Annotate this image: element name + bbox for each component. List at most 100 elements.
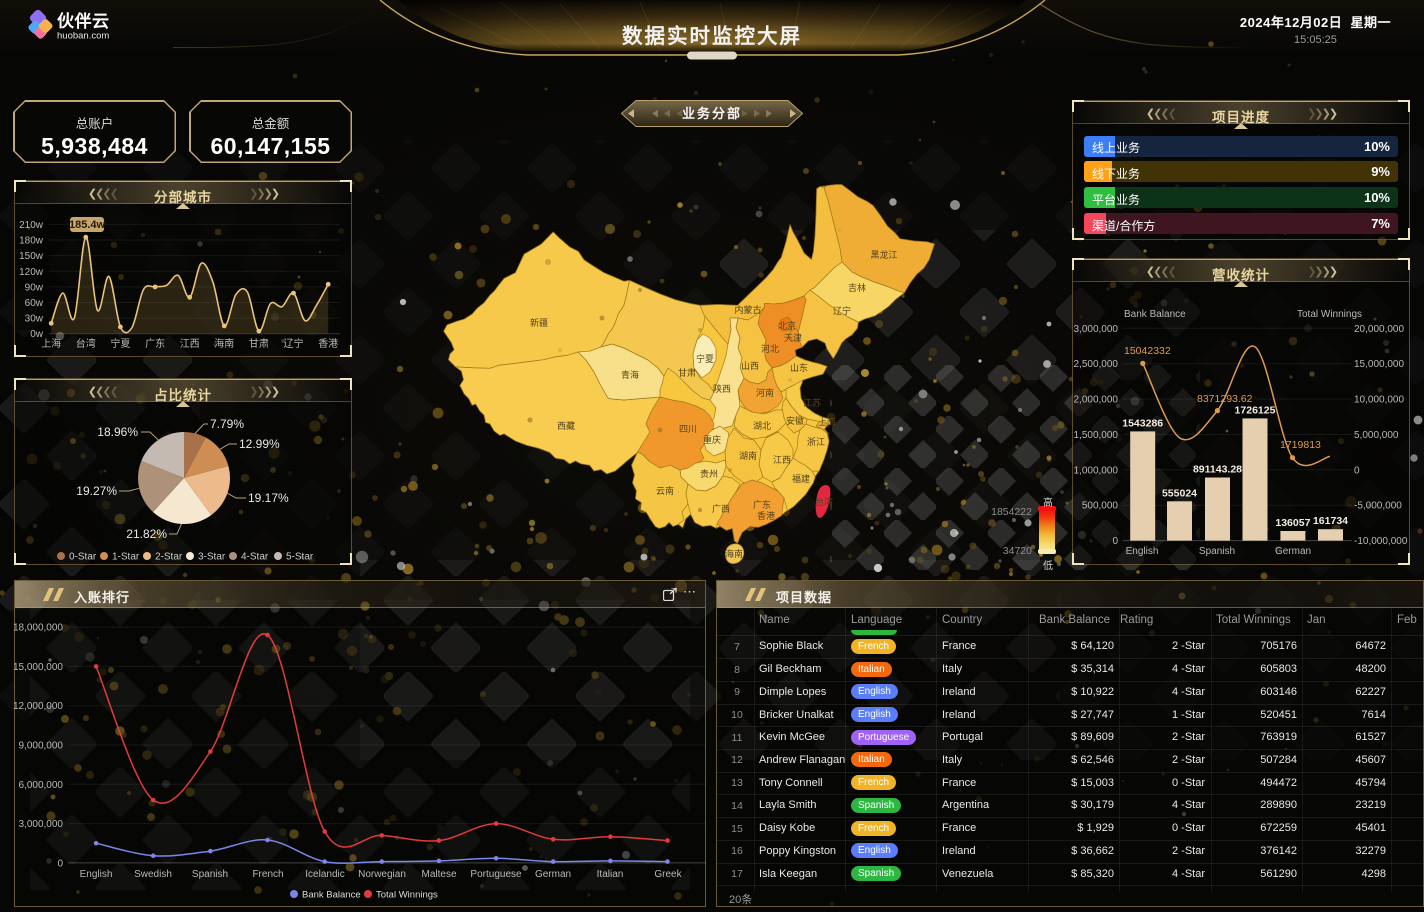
svg-text:60w: 60w [25,298,44,309]
svg-text:新疆: 新疆 [530,317,548,328]
svg-text:Norwegian: Norwegian [358,869,406,880]
svg-text:3-Star: 3-Star [198,552,226,563]
svg-text:3,000,000: 3,000,000 [1074,324,1119,335]
svg-text:云南: 云南 [656,485,674,496]
svg-text:German: German [1275,546,1311,557]
svg-text:-10,000,000: -10,000,000 [1354,536,1408,547]
svg-text:19.17%: 19.17% [248,491,289,505]
svg-text:8371293.62: 8371293.62 [1197,393,1253,405]
svg-text:陕西: 陕西 [713,383,731,394]
svg-text:伙伴云: 伙伴云 [57,11,110,31]
svg-text:Maltese: Maltese [421,869,456,880]
svg-text:0-Star: 0-Star [69,552,97,563]
svg-text:150w: 150w [19,251,44,262]
svg-text:贵州: 贵州 [700,468,718,479]
svg-text:1543286: 1543286 [1122,417,1163,429]
svg-text:西藏: 西藏 [557,420,575,431]
svg-text:Spanish: Spanish [192,869,228,880]
svg-text:136057: 136057 [1275,517,1310,529]
svg-text:18,000,000: 18,000,000 [13,623,63,634]
svg-text:0: 0 [57,858,63,869]
svg-text:甘肃: 甘肃 [678,367,696,378]
svg-text:上海: 上海 [818,416,836,427]
svg-text:北京: 北京 [778,320,796,331]
svg-text:4-Star: 4-Star [241,552,269,563]
svg-text:Bank Balance: Bank Balance [302,890,361,901]
svg-text:黑龙江: 黑龙江 [870,249,897,260]
svg-text:German: German [535,869,571,880]
svg-text:0: 0 [1112,536,1118,547]
svg-text:18.96%: 18.96% [97,425,138,439]
svg-text:台湾: 台湾 [76,337,96,350]
svg-text:浙江: 浙江 [807,436,825,447]
svg-text:5-Star: 5-Star [286,552,314,563]
svg-text:19.27%: 19.27% [76,484,117,498]
svg-text:广西: 广西 [712,503,730,514]
svg-text:安徽: 安徽 [786,415,804,426]
svg-text:180w: 180w [19,236,44,247]
svg-text:Bank Balance: Bank Balance [1124,309,1186,320]
svg-text:业务分部: 业务分部 [682,106,742,121]
svg-text:6,000,000: 6,000,000 [19,780,64,791]
svg-text:湖南: 湖南 [739,450,757,461]
svg-text:English: English [80,869,113,880]
svg-text:huoban.com: huoban.com [57,31,109,42]
svg-text:120w: 120w [19,267,44,278]
svg-text:1719813: 1719813 [1280,439,1321,451]
svg-text:891143.28: 891143.28 [1193,464,1242,476]
svg-text:5,000,000: 5,000,000 [1354,430,1399,441]
svg-text:青海: 青海 [621,369,639,380]
svg-text:12,000,000: 12,000,000 [13,701,63,712]
svg-text:0w: 0w [30,329,44,340]
svg-text:Portuguese: Portuguese [470,869,522,880]
svg-text:30w: 30w [25,314,44,325]
svg-text:山东: 山东 [790,362,808,373]
svg-text:1-Star: 1-Star [112,552,140,563]
svg-text:15,000,000: 15,000,000 [1354,359,1404,370]
svg-text:21.82%: 21.82% [126,527,167,541]
svg-text:161734: 161734 [1313,515,1348,527]
svg-text:河北: 河北 [761,343,779,354]
svg-text:3,000,000: 3,000,000 [19,819,64,830]
svg-text:90w: 90w [25,282,44,293]
svg-text:20,000,000: 20,000,000 [1354,324,1404,335]
svg-text:500,000: 500,000 [1082,501,1119,512]
svg-text:甘肃: 甘肃 [249,337,269,350]
svg-text:内蒙古: 内蒙古 [734,304,761,315]
svg-text:15,000,000: 15,000,000 [13,662,63,673]
svg-text:数据实时监控大屏: 数据实时监控大屏 [622,24,802,48]
svg-text:广东: 广东 [753,499,771,510]
svg-text:吉林: 吉林 [848,282,866,293]
svg-text:English: English [1126,546,1159,557]
svg-text:185.4w: 185.4w [69,219,106,231]
svg-text:French: French [252,869,283,880]
svg-text:山西: 山西 [741,361,759,371]
svg-text:15042332: 15042332 [1124,345,1171,357]
svg-text:Icelandic: Icelandic [305,869,344,880]
svg-text:宁夏: 宁夏 [110,337,130,350]
svg-text:湖北: 湖北 [753,421,771,431]
svg-text:2,500,000: 2,500,000 [1074,359,1119,370]
svg-text:Swedish: Swedish [134,869,172,880]
svg-text:Total Winnings: Total Winnings [1297,309,1362,320]
svg-text:210w: 210w [19,220,44,231]
svg-text:四川: 四川 [679,424,697,434]
svg-text:天津: 天津 [784,333,802,343]
svg-text:福建: 福建 [792,473,810,484]
svg-text:宁夏: 宁夏 [696,353,714,364]
svg-text:Italian: Italian [597,869,624,880]
svg-text:9,000,000: 9,000,000 [19,741,64,752]
svg-text:2-Star: 2-Star [155,552,183,563]
svg-text:2,000,000: 2,000,000 [1074,395,1119,406]
svg-text:辽宁: 辽宁 [833,305,851,316]
svg-text:海南: 海南 [214,337,234,350]
svg-text:河南: 河南 [756,387,774,398]
svg-text:0: 0 [1354,465,1360,476]
svg-text:7.79%: 7.79% [210,417,244,431]
svg-text:海南: 海南 [725,548,743,559]
svg-text:辽宁: 辽宁 [284,337,304,350]
svg-text:1726125: 1726125 [1235,404,1276,416]
svg-text:1,500,000: 1,500,000 [1074,430,1119,441]
svg-text:江苏: 江苏 [803,397,821,408]
svg-text:江西: 江西 [773,455,791,465]
